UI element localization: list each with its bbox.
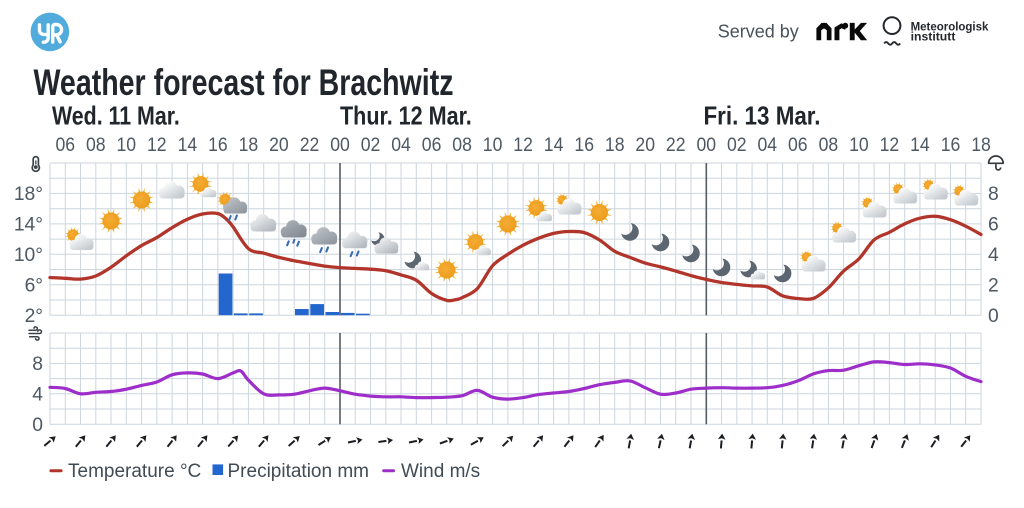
svg-text:Served by: Served by (718, 22, 799, 42)
svg-text:14: 14 (178, 135, 198, 156)
svg-text:02: 02 (727, 135, 747, 156)
svg-text:Precipitation mm: Precipitation mm (228, 461, 370, 482)
svg-text:06: 06 (56, 135, 76, 156)
svg-text:00: 00 (697, 135, 717, 156)
svg-text:08: 08 (86, 135, 106, 156)
svg-text:18: 18 (971, 135, 991, 156)
svg-text:14: 14 (910, 135, 930, 156)
svg-text:Fri. 13 Mar.: Fri. 13 Mar. (704, 102, 821, 130)
svg-text:8: 8 (32, 354, 43, 375)
svg-text:16: 16 (941, 135, 961, 156)
svg-text:10: 10 (117, 135, 137, 156)
svg-text:12: 12 (147, 135, 167, 156)
svg-text:2: 2 (988, 276, 999, 297)
svg-text:18: 18 (605, 135, 625, 156)
svg-text:20: 20 (635, 135, 655, 156)
svg-text:22: 22 (300, 135, 320, 156)
svg-text:20: 20 (269, 135, 289, 156)
svg-text:06: 06 (422, 135, 442, 156)
svg-text:6: 6 (988, 215, 999, 236)
svg-text:18: 18 (239, 135, 259, 156)
svg-text:4: 4 (32, 385, 43, 406)
svg-text:Thur. 12 Mar.: Thur. 12 Mar. (340, 102, 472, 130)
svg-text:04: 04 (758, 135, 778, 156)
svg-text:institutt: institutt (911, 29, 956, 43)
svg-text:18°: 18° (14, 184, 43, 205)
svg-text:08: 08 (819, 135, 839, 156)
svg-text:16: 16 (208, 135, 228, 156)
svg-text:06: 06 (788, 135, 808, 156)
svg-text:22: 22 (666, 135, 686, 156)
svg-text:02: 02 (361, 135, 381, 156)
svg-text:6°: 6° (25, 276, 43, 297)
svg-text:04: 04 (391, 135, 411, 156)
svg-text:14: 14 (544, 135, 564, 156)
svg-text:10°: 10° (14, 245, 43, 266)
svg-text:Weather forecast for Brachwitz: Weather forecast for Brachwitz (34, 62, 454, 103)
svg-text:00: 00 (330, 135, 350, 156)
svg-text:8: 8 (988, 184, 999, 205)
svg-text:4: 4 (988, 245, 999, 266)
svg-text:08: 08 (452, 135, 472, 156)
svg-text:12: 12 (880, 135, 900, 156)
svg-text:10: 10 (483, 135, 503, 156)
svg-text:Temperature °C: Temperature °C (68, 461, 201, 482)
svg-text:Meteorologisk: Meteorologisk (911, 20, 989, 34)
svg-text:Wed. 11 Mar.: Wed. 11 Mar. (52, 102, 180, 130)
svg-text:16: 16 (574, 135, 594, 156)
svg-text:14°: 14° (14, 215, 43, 236)
svg-text:Wind m/s: Wind m/s (401, 461, 480, 482)
svg-text:2°: 2° (25, 306, 43, 327)
svg-text:12: 12 (513, 135, 533, 156)
svg-text:0: 0 (32, 415, 43, 436)
svg-text:0: 0 (988, 306, 999, 327)
svg-text:10: 10 (849, 135, 869, 156)
